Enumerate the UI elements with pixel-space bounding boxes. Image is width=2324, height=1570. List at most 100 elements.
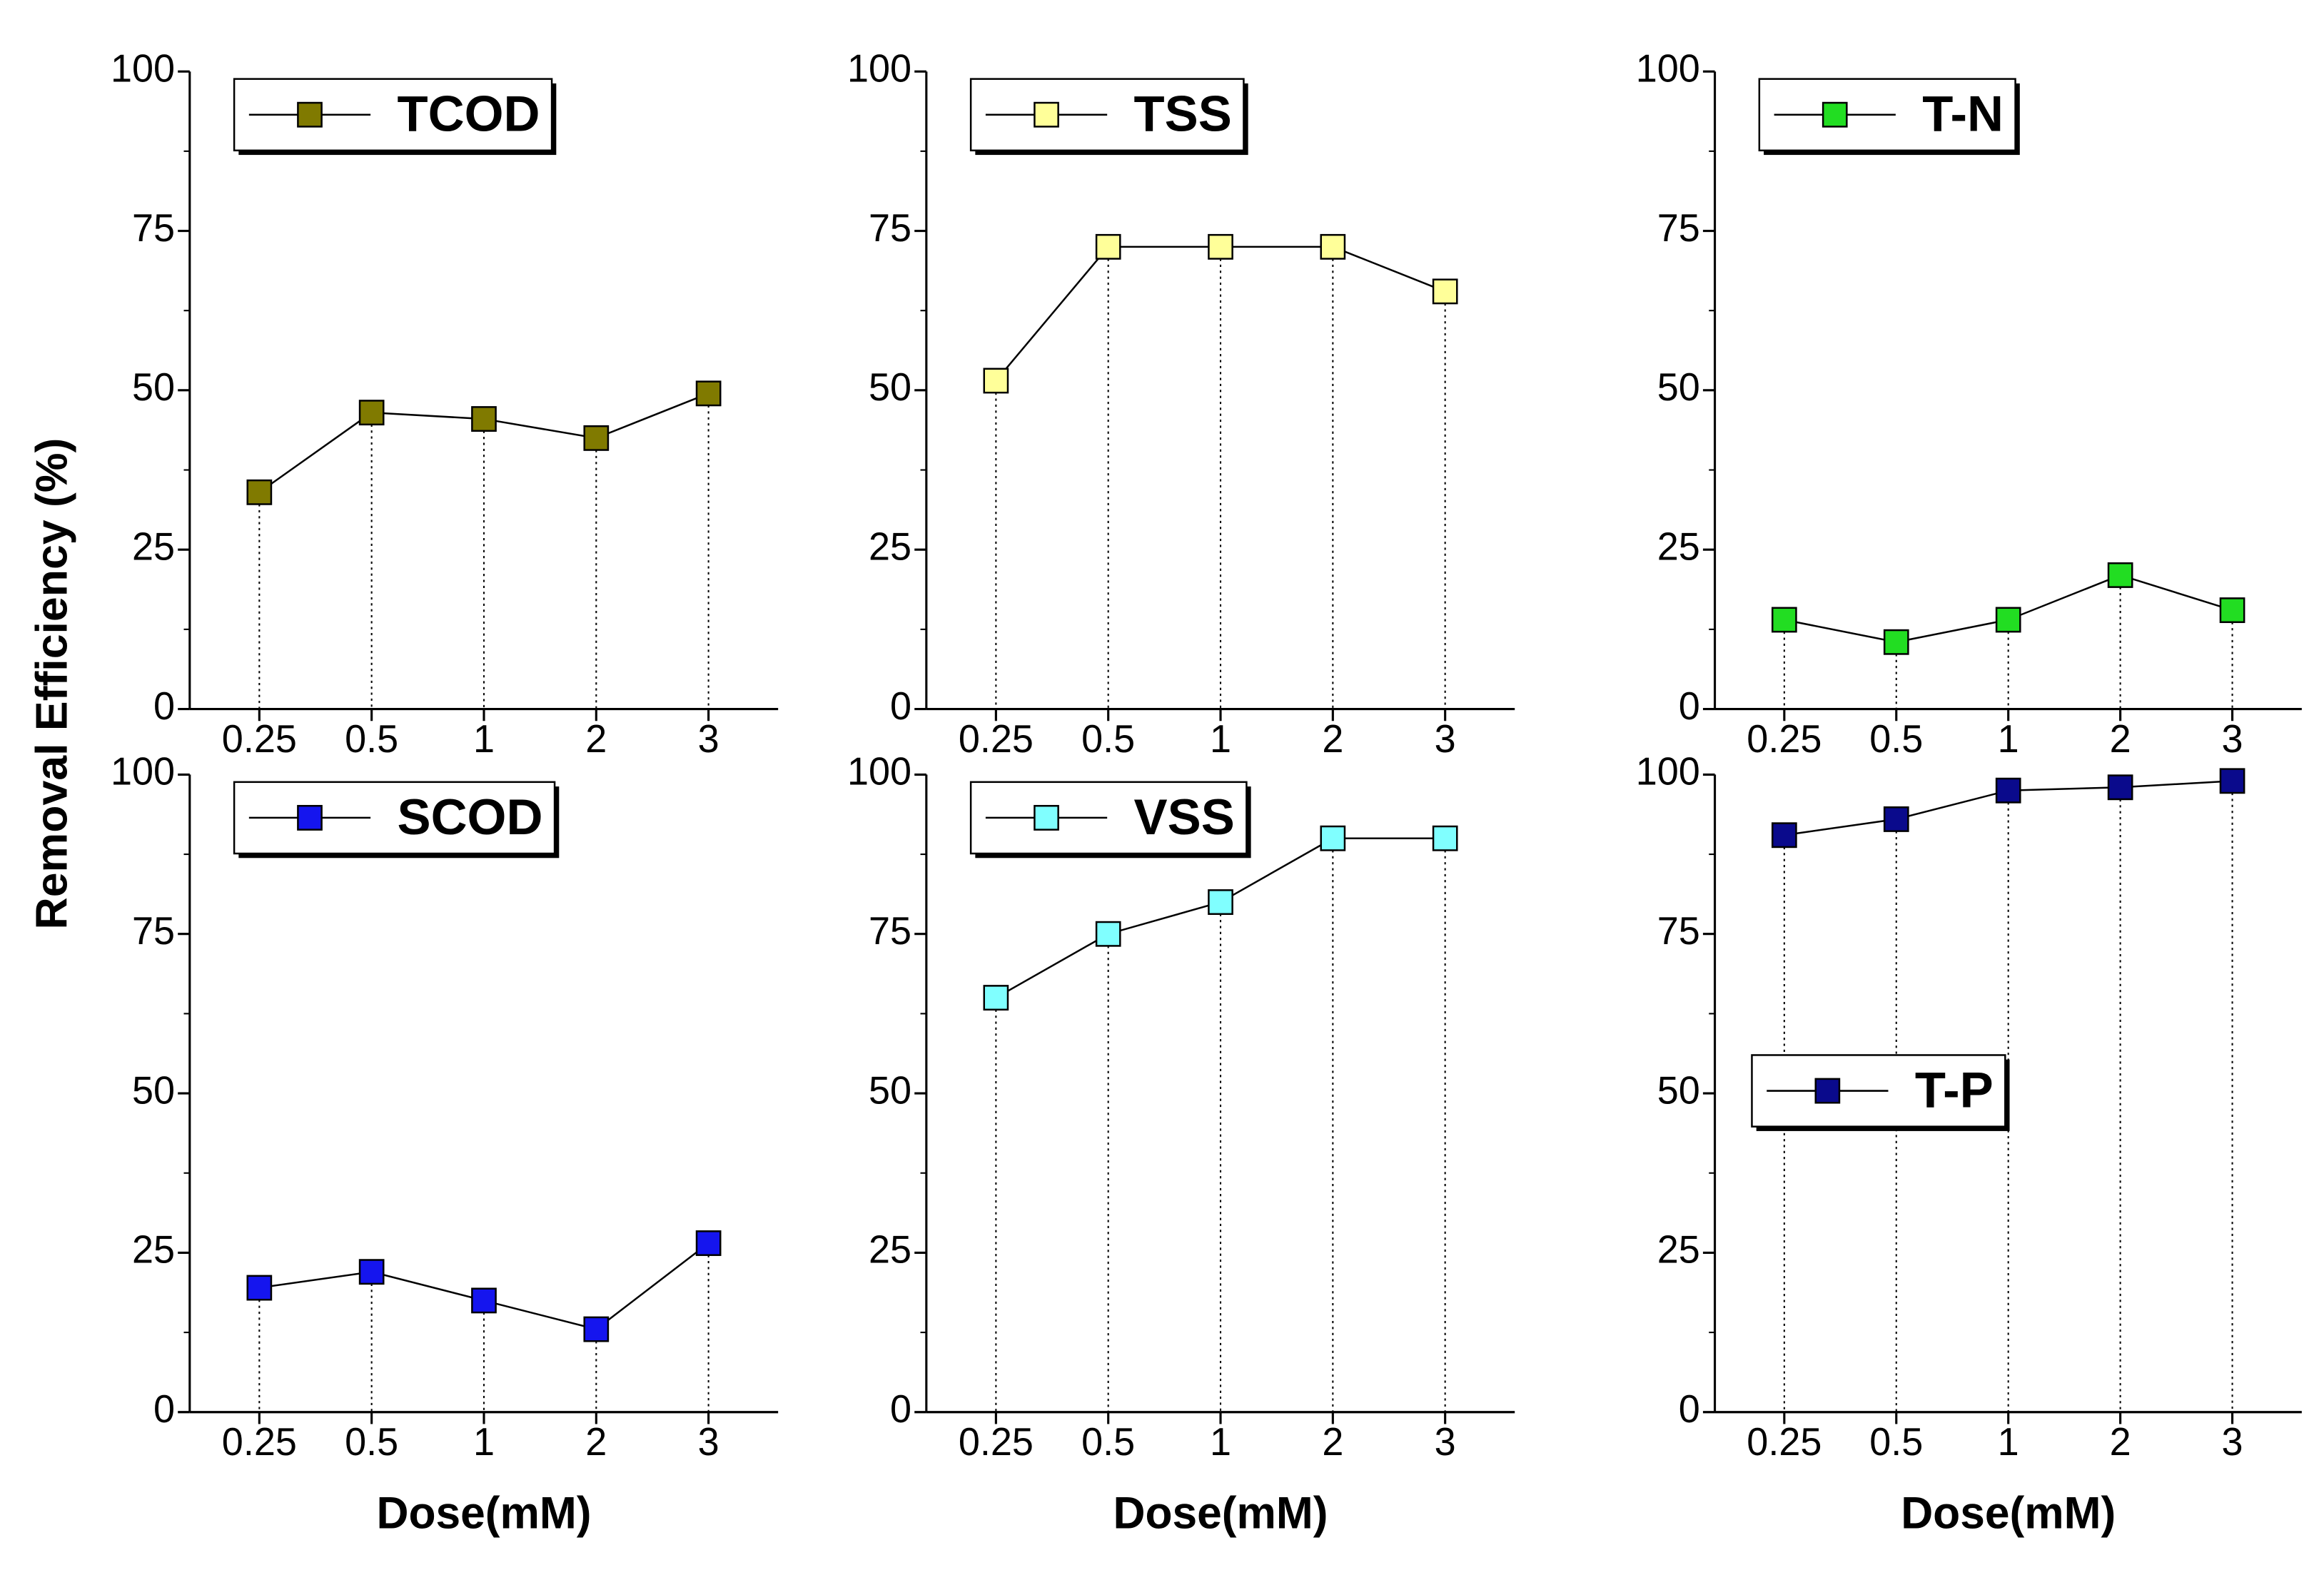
x-tick-label: 2 — [1322, 1421, 1343, 1464]
y-tick-label: 75 — [1657, 910, 1700, 953]
y-tick-label: 0 — [1679, 685, 1700, 728]
x-tick-label: 0.25 — [1747, 1421, 1822, 1464]
data-point — [583, 425, 610, 451]
x-axis-title: Dose(mM) — [1901, 1488, 2116, 1538]
y-tick-label: 100 — [111, 47, 175, 90]
x-tick-label: 2 — [1322, 718, 1343, 761]
x-tick-label: 1 — [1998, 1421, 2019, 1464]
legend-marker — [1034, 101, 1059, 128]
y-tick-label: 0 — [890, 685, 911, 728]
y-tick-label: 50 — [869, 1069, 911, 1112]
y-tick-label: 0 — [153, 685, 175, 728]
data-point — [695, 1230, 722, 1256]
data-point — [2219, 768, 2245, 794]
x-tick-label: 2 — [585, 1421, 607, 1464]
x-tick-label: 2 — [2110, 1421, 2131, 1464]
legend: T-P — [1751, 1054, 2010, 1131]
data-point — [1771, 822, 1797, 849]
x-tick-label: 1 — [1210, 718, 1231, 761]
x-axis-title: Dose(mM) — [376, 1488, 591, 1538]
legend-marker — [1822, 101, 1848, 128]
data-point — [358, 400, 385, 426]
y-tick-label: 0 — [153, 1388, 175, 1431]
data-point — [1432, 278, 1458, 305]
data-point — [2107, 774, 2133, 801]
x-tick-label: 0.25 — [1747, 718, 1822, 761]
y-tick-label: 25 — [869, 525, 911, 568]
y-tick-label: 50 — [869, 366, 911, 409]
y-axis-title: Removal Efficiency (%) — [26, 438, 76, 930]
y-tick-label: 100 — [111, 751, 175, 794]
legend: SCOD — [233, 781, 560, 859]
x-tick-label: 3 — [2222, 718, 2243, 761]
x-tick-label: 0.25 — [959, 718, 1034, 761]
data-point — [1320, 233, 1346, 260]
legend: VSS — [969, 781, 1251, 859]
x-tick-label: 0.5 — [345, 1421, 398, 1464]
data-point — [2219, 597, 2245, 624]
x-tick-label: 0.5 — [1869, 718, 1923, 761]
legend: TSS — [969, 78, 1248, 156]
data-point — [246, 479, 273, 505]
y-tick-label: 75 — [869, 910, 911, 953]
x-tick-label: 0.25 — [222, 1421, 297, 1464]
x-tick-label: 0.5 — [1081, 1421, 1135, 1464]
y-tick-label: 25 — [1657, 525, 1700, 568]
data-point — [246, 1275, 273, 1301]
data-point — [1771, 607, 1797, 633]
x-tick-label: 0.5 — [345, 718, 398, 761]
legend-label: T-P — [1915, 1061, 1994, 1118]
y-tick-label: 100 — [1636, 47, 1700, 90]
data-point — [983, 985, 1009, 1011]
x-tick-label: 2 — [2110, 718, 2131, 761]
x-tick-label: 3 — [1435, 718, 1456, 761]
y-tick-label: 100 — [1636, 751, 1700, 794]
legend-marker — [1034, 804, 1059, 831]
legend-marker — [1814, 1078, 1841, 1104]
x-tick-label: 0.25 — [222, 718, 297, 761]
legend: T-N — [1758, 78, 2020, 156]
x-tick-label: 0.25 — [959, 1421, 1034, 1464]
legend: TCOD — [233, 78, 557, 156]
y-tick-label: 25 — [869, 1229, 911, 1272]
y-tick-label: 50 — [1657, 1069, 1700, 1112]
data-point — [583, 1316, 610, 1342]
x-tick-label: 3 — [698, 1421, 719, 1464]
data-point — [1432, 825, 1458, 851]
y-tick-label: 25 — [1657, 1229, 1700, 1272]
y-tick-label: 100 — [847, 751, 911, 794]
x-tick-label: 3 — [1435, 1421, 1456, 1464]
y-tick-label: 75 — [132, 207, 175, 250]
y-tick-label: 75 — [869, 207, 911, 250]
data-point — [695, 380, 722, 407]
data-point — [471, 406, 497, 432]
y-tick-label: 50 — [132, 1069, 175, 1112]
data-point — [1095, 921, 1121, 947]
x-tick-label: 1 — [1210, 1421, 1231, 1464]
legend-marker — [297, 804, 323, 831]
data-point — [1883, 806, 1909, 832]
legend-label: TSS — [1134, 85, 1232, 141]
legend-label: TCOD — [398, 85, 540, 141]
data-point — [1095, 233, 1121, 260]
data-point — [1208, 233, 1233, 260]
y-tick-label: 50 — [1657, 366, 1700, 409]
legend-label: T-N — [1922, 85, 2004, 141]
y-tick-label: 50 — [132, 366, 175, 409]
data-point — [1995, 607, 2021, 633]
y-tick-label: 75 — [132, 910, 175, 953]
y-tick-label: 25 — [132, 525, 175, 568]
x-tick-label: 0.5 — [1081, 718, 1135, 761]
data-point — [358, 1259, 385, 1285]
x-axis-title: Dose(mM) — [1113, 1488, 1328, 1538]
x-tick-label: 0.5 — [1869, 1421, 1923, 1464]
y-tick-label: 25 — [132, 1229, 175, 1272]
series-line — [259, 1242, 709, 1330]
y-tick-label: 100 — [847, 47, 911, 90]
data-point — [1883, 629, 1909, 655]
data-point — [2107, 562, 2133, 588]
y-tick-label: 75 — [1657, 207, 1700, 250]
x-tick-label: 1 — [473, 718, 495, 761]
